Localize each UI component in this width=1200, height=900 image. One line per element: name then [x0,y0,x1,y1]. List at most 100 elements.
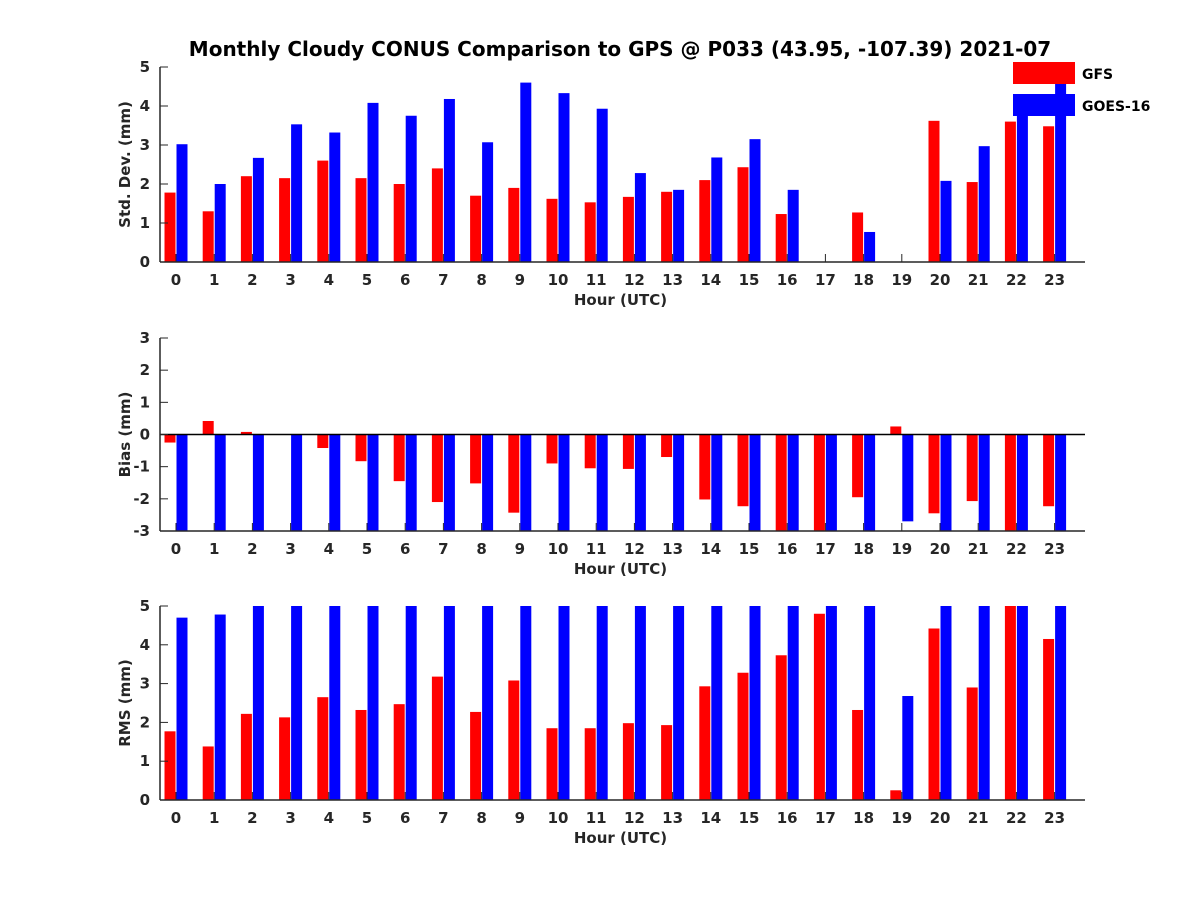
x-tick-label-bias-11: 11 [586,540,607,558]
x-tick-label-bias-15: 15 [739,540,760,558]
x-axis-label-rms: Hour (UTC) [574,829,667,847]
bar-bias-goes16-hour-17 [825,434,837,531]
bar-std-goes16-hour-11 [596,108,608,262]
x-tick-label-std-3: 3 [285,271,295,289]
y-axis-label-std: Std. Dev. (mm) [116,101,134,228]
x-tick-label-rms-21: 21 [968,809,989,827]
x-tick-label-std-22: 22 [1006,271,1027,289]
bar-rms-goes16-hour-12 [634,606,646,800]
bar-bias-goes16-hour-6 [405,434,417,531]
bar-std-gfs-hour-6 [393,184,405,262]
x-tick-label-bias-12: 12 [624,540,645,558]
bar-std-goes16-hour-13 [673,189,685,262]
x-tick-label-bias-0: 0 [171,540,181,558]
bar-rms-gfs-hour-22 [1004,606,1016,800]
chart-title: Monthly Cloudy CONUS Comparison to GPS @… [189,37,1051,61]
bar-rms-goes16-hour-14 [711,606,723,800]
bar-rms-goes16-hour-11 [596,606,608,800]
bar-std-goes16-hour-9 [520,82,532,262]
x-tick-label-rms-18: 18 [853,809,874,827]
bar-std-gfs-hour-0 [164,192,176,262]
bar-bias-gfs-hour-11 [584,434,596,469]
bar-bias-gfs-hour-17 [813,434,825,531]
bar-rms-gfs-hour-8 [470,711,482,800]
bar-bias-gfs-hour-7 [431,434,443,503]
bar-std-gfs-hour-21 [966,182,978,262]
bar-bias-goes16-hour-8 [482,434,494,531]
y-tick-label-bias--1: -1 [133,458,150,476]
y-tick-label-rms-1: 1 [140,752,150,770]
x-tick-label-rms-19: 19 [891,809,912,827]
bar-bias-goes16-hour-5 [367,434,379,531]
x-tick-label-bias-18: 18 [853,540,874,558]
x-tick-label-rms-5: 5 [362,809,372,827]
bar-rms-gfs-hour-18 [852,709,864,800]
bar-bias-gfs-hour-13 [661,434,673,458]
y-tick-label-bias--3: -3 [133,522,150,540]
bar-rms-gfs-hour-10 [546,728,558,800]
x-axis-label-std: Hour (UTC) [574,291,667,309]
x-tick-label-rms-0: 0 [171,809,181,827]
bar-rms-gfs-hour-2 [240,713,252,800]
x-tick-label-rms-16: 16 [777,809,798,827]
bar-std-goes16-hour-21 [978,146,990,262]
x-tick-label-bias-23: 23 [1044,540,1065,558]
legend-label-gfs: GFS [1082,67,1113,83]
y-tick-label-rms-3: 3 [140,675,150,693]
bar-std-goes16-hour-16 [787,189,799,262]
bar-std-gfs-hour-4 [317,160,329,262]
x-tick-label-bias-20: 20 [930,540,951,558]
bar-std-gfs-hour-1 [202,211,214,262]
bar-bias-gfs-hour-21 [966,434,978,502]
bar-std-gfs-hour-8 [470,195,482,262]
bar-std-goes16-hour-23 [1055,82,1067,262]
bar-bias-goes16-hour-16 [787,434,799,531]
bar-rms-goes16-hour-3 [291,606,303,800]
bar-std-goes16-hour-0 [176,144,188,262]
bar-rms-gfs-hour-4 [317,697,329,800]
bar-std-gfs-hour-20 [928,120,940,262]
bar-rms-goes16-hour-7 [443,606,455,800]
bar-rms-goes16-hour-22 [1016,606,1028,800]
bar-bias-goes16-hour-22 [1016,434,1028,531]
x-tick-label-bias-22: 22 [1006,540,1027,558]
bar-std-goes16-hour-20 [940,180,952,262]
x-tick-label-std-18: 18 [853,271,874,289]
bar-bias-goes16-hour-7 [443,434,455,531]
bar-rms-goes16-hour-13 [673,606,685,800]
x-tick-label-rms-17: 17 [815,809,836,827]
bar-rms-goes16-hour-23 [1055,606,1067,800]
bar-rms-gfs-hour-21 [966,687,978,800]
x-tick-label-std-12: 12 [624,271,645,289]
y-axis-label-bias: Bias (mm) [116,392,134,478]
y-tick-label-std-2: 2 [140,175,150,193]
bar-rms-gfs-hour-12 [622,723,634,800]
x-tick-label-std-5: 5 [362,271,372,289]
bar-bias-gfs-hour-9 [508,434,520,513]
y-tick-label-bias-0: 0 [140,426,150,444]
bar-std-goes16-hour-4 [329,132,341,262]
bar-bias-goes16-hour-1 [214,434,226,531]
bar-bias-goes16-hour-3 [291,434,303,531]
x-tick-label-bias-6: 6 [400,540,410,558]
x-tick-label-bias-2: 2 [247,540,257,558]
bar-bias-goes16-hour-0 [176,434,188,531]
x-tick-label-rms-8: 8 [476,809,486,827]
bar-bias-gfs-hour-8 [470,434,482,484]
bar-bias-gfs-hour-20 [928,434,940,514]
bar-rms-goes16-hour-6 [405,606,417,800]
x-tick-label-std-21: 21 [968,271,989,289]
bar-bias-gfs-hour-23 [1043,434,1055,507]
bar-rms-gfs-hour-1 [202,746,214,800]
bar-rms-gfs-hour-23 [1043,638,1055,800]
bar-bias-gfs-hour-18 [852,434,864,498]
x-tick-label-rms-11: 11 [586,809,607,827]
y-tick-label-std-3: 3 [140,136,150,154]
x-tick-label-std-1: 1 [209,271,219,289]
legend-swatch-goes16 [1013,94,1075,116]
x-tick-label-std-10: 10 [548,271,569,289]
x-tick-label-std-4: 4 [324,271,334,289]
bar-bias-goes16-hour-15 [749,434,761,531]
x-tick-label-std-16: 16 [777,271,798,289]
